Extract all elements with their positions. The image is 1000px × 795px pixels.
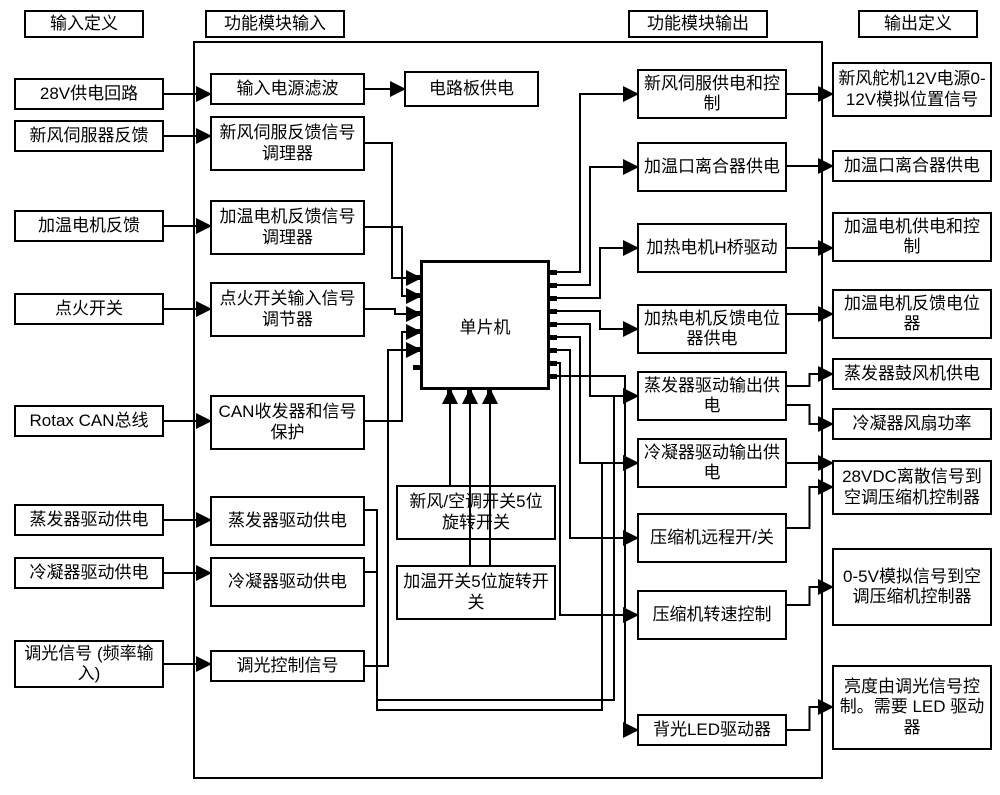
header-module-in: 功能模块输入 [205,10,345,38]
col1-power28v: 28V供电回路 [14,78,164,110]
col4-analog05v: 0-5V模拟信号到空调压缩机控制器 [832,548,992,626]
col2-can-xcvr: CAN收发器和信号保护 [210,395,365,450]
mcu-pin [413,275,420,280]
col3-heat-fb-pot: 加热电机反馈电位器供电 [637,304,787,354]
center-board-pwr: 电路板供电 [404,71,539,107]
col1-rotax-can: Rotax CAN总线 [14,405,164,437]
col1-cond-drive-pwr: 冷凝器驱动供电 [14,557,164,589]
mcu-pin [413,347,420,352]
mcu-pin [413,365,420,370]
col3-backlight-led: 背光LED驱动器 [637,714,787,746]
header-output-def: 输出定义 [858,10,978,38]
col4-heat-clutch-pwr: 加温口离合器供电 [832,150,992,182]
col3-compressor-sw: 压缩机远程开/关 [637,513,787,563]
mcu-pin [550,322,557,327]
col3-compressor-spd: 压缩机转速控制 [637,590,787,640]
mcu-pin [550,270,557,275]
header-input-def: 输入定义 [24,10,144,38]
col2-evap-drv-supply: 蒸发器驱动供电 [210,496,365,546]
mcu-pin [550,309,557,314]
col3-heat-clutch: 加温口离合器供电 [637,142,787,192]
mcu-pin [550,348,557,353]
col3-cond-drive-out: 冷凝器驱动输出供电 [637,438,787,488]
col1-fresh-servo-fb: 新风伺服器反馈 [14,120,164,152]
col4-brightness: 亮度由调光信号控制。需要 LED 驱动器 [832,665,992,750]
mcu-pin [413,329,420,334]
mcu-pin [550,374,557,379]
header-module-out: 功能模块输出 [628,10,768,38]
mcu-pin [550,283,557,288]
center-mcu: 单片机 [420,260,550,390]
col2-fresh-servo-cond: 新风伺服反馈信号调理器 [210,116,365,171]
col4-cond-fan-pwr: 冷凝器风扇功率 [832,408,992,440]
col3-evap-drive-out: 蒸发器驱动输出供电 [637,371,787,421]
col1-heat-motor-fb: 加温电机反馈 [14,210,164,242]
mcu-pin [413,311,420,316]
col4-heat-motor-ctrl: 加温电机供电和控制 [832,212,992,262]
col3-heat-h-bridge: 加热电机H桥驱动 [637,223,787,273]
col1-ignition: 点火开关 [14,293,164,325]
col4-evap-blower: 蒸发器鼓风机供电 [832,358,992,390]
center-fresh-ac-switch: 新风/空调开关5位旋转开关 [396,485,556,540]
col3-fresh-servo-ctrl: 新风伺服供电和控制 [637,69,787,119]
col2-in-pwr-filter: 输入电源滤波 [210,73,365,105]
col2-dim-ctrl-signal: 调光控制信号 [210,650,365,682]
col2-cond-drv-supply: 冷凝器驱动供电 [210,557,365,607]
col1-evap-drive-pwr: 蒸发器驱动供电 [14,504,164,536]
mcu-pin [550,335,557,340]
mcu-pin [550,296,557,301]
mcu-pin [550,361,557,366]
col2-heat-motor-cond: 加温电机反馈信号调理器 [210,200,365,255]
col4-servo12v: 新风舵机12V电源0-12V模拟位置信号 [832,62,992,117]
col2-ign-input-cond: 点火开关输入信号调节器 [210,282,365,337]
col4-heat-fb-pot-out: 加温电机反馈电位器 [832,289,992,339]
center-heat-switch: 加温开关5位旋转开关 [396,565,556,620]
col4-discrete28v: 28VDC离散信号到空调压缩机控制器 [832,460,992,515]
mcu-pin [487,390,492,397]
mcu-pin [467,390,472,397]
mcu-pin [413,293,420,298]
col1-dim-signal: 调光信号 (频率输入) [14,640,164,688]
mcu-pin [447,390,452,397]
